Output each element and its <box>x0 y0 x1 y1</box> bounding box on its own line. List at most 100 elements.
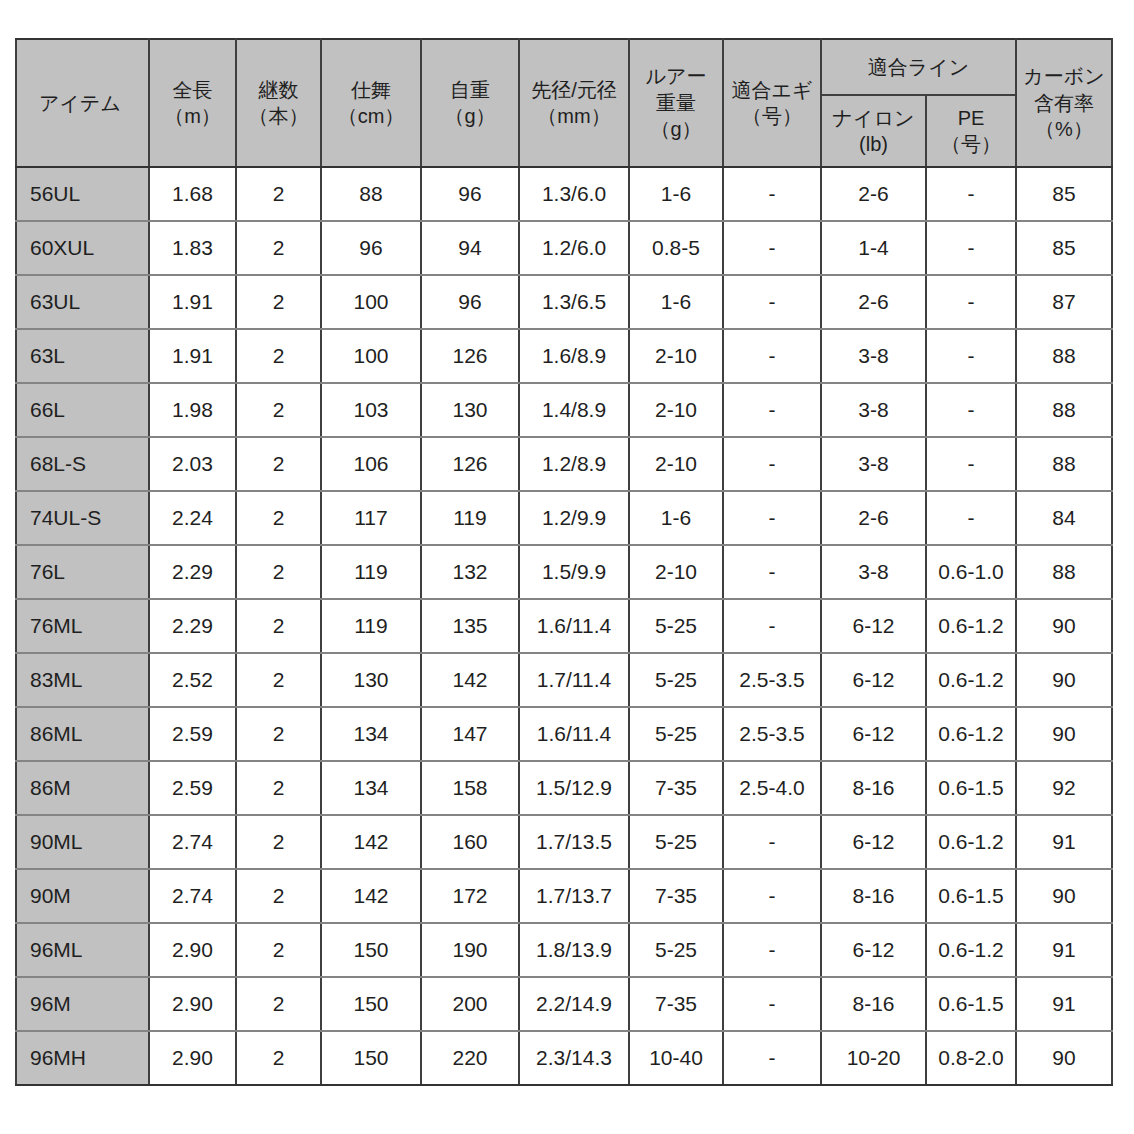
cell-item: 66L <box>16 383 149 437</box>
cell-closed-length: 142 <box>321 869 421 923</box>
cell-nylon-line: 8-16 <box>821 977 926 1031</box>
cell-carbon-content: 87 <box>1016 275 1112 329</box>
page: アイテム 全長 （m） 継数 （本） 仕舞 （cm） 自重 （g） 先径/元径 … <box>0 0 1134 1086</box>
cell-total-length: 1.98 <box>149 383 236 437</box>
cell-sections: 2 <box>236 545 321 599</box>
cell-total-length: 2.59 <box>149 761 236 815</box>
header-lure-weight: ルアー 重量 （g） <box>629 39 723 167</box>
cell-nylon-line: 3-8 <box>821 329 926 383</box>
cell-sections: 2 <box>236 707 321 761</box>
cell-pe-line: - <box>926 491 1016 545</box>
header-tip-butt-diameter: 先径/元径 （mm） <box>519 39 629 167</box>
cell-carbon-content: 88 <box>1016 545 1112 599</box>
header-pe-line: PE （号） <box>926 95 1016 167</box>
cell-nylon-line: 3-8 <box>821 383 926 437</box>
spec-table-body: 56UL 1.68 2 88 96 1.3/6.0 1-6 - 2-6 - 85… <box>16 167 1112 1085</box>
cell-pe-line: - <box>926 275 1016 329</box>
cell-nylon-line: 8-16 <box>821 869 926 923</box>
cell-closed-length: 100 <box>321 329 421 383</box>
cell-total-length: 2.74 <box>149 815 236 869</box>
cell-pe-line: 0.6-1.2 <box>926 653 1016 707</box>
cell-pe-line: 0.6-1.0 <box>926 545 1016 599</box>
cell-closed-length: 142 <box>321 815 421 869</box>
cell-tip-butt-diameter: 1.7/11.4 <box>519 653 629 707</box>
cell-total-length: 2.74 <box>149 869 236 923</box>
cell-weight: 190 <box>421 923 519 977</box>
cell-egi-size: - <box>723 491 821 545</box>
cell-pe-line: 0.6-1.2 <box>926 599 1016 653</box>
cell-carbon-content: 91 <box>1016 815 1112 869</box>
cell-nylon-line: 3-8 <box>821 545 926 599</box>
cell-carbon-content: 90 <box>1016 869 1112 923</box>
cell-item: 63UL <box>16 275 149 329</box>
cell-lure-weight: 5-25 <box>629 815 723 869</box>
cell-total-length: 2.03 <box>149 437 236 491</box>
cell-weight: 132 <box>421 545 519 599</box>
spec-table-header: アイテム 全長 （m） 継数 （本） 仕舞 （cm） 自重 （g） 先径/元径 … <box>16 39 1112 167</box>
cell-closed-length: 150 <box>321 923 421 977</box>
cell-total-length: 2.90 <box>149 923 236 977</box>
cell-pe-line: 0.8-2.0 <box>926 1031 1016 1085</box>
cell-nylon-line: 2-6 <box>821 167 926 221</box>
header-sections: 継数 （本） <box>236 39 321 167</box>
cell-closed-length: 117 <box>321 491 421 545</box>
cell-lure-weight: 7-35 <box>629 977 723 1031</box>
header-carbon-content: カーボン 含有率 （%） <box>1016 39 1112 167</box>
cell-carbon-content: 88 <box>1016 383 1112 437</box>
spec-row: 63L 1.91 2 100 126 1.6/8.9 2-10 - 3-8 - … <box>16 329 1112 383</box>
spec-row: 96M 2.90 2 150 200 2.2/14.9 7-35 - 8-16 … <box>16 977 1112 1031</box>
cell-egi-size: - <box>723 383 821 437</box>
cell-total-length: 1.68 <box>149 167 236 221</box>
cell-sections: 2 <box>236 815 321 869</box>
cell-item: 63L <box>16 329 149 383</box>
cell-egi-size: - <box>723 599 821 653</box>
cell-closed-length: 88 <box>321 167 421 221</box>
cell-weight: 130 <box>421 383 519 437</box>
cell-lure-weight: 1-6 <box>629 491 723 545</box>
cell-item: 90M <box>16 869 149 923</box>
cell-egi-size: - <box>723 275 821 329</box>
cell-tip-butt-diameter: 2.2/14.9 <box>519 977 629 1031</box>
cell-item: 96ML <box>16 923 149 977</box>
header-egi-size: 適合エギ （号） <box>723 39 821 167</box>
cell-nylon-line: 3-8 <box>821 437 926 491</box>
cell-pe-line: 0.6-1.5 <box>926 977 1016 1031</box>
cell-carbon-content: 90 <box>1016 599 1112 653</box>
cell-carbon-content: 90 <box>1016 1031 1112 1085</box>
spec-row: 86ML 2.59 2 134 147 1.6/11.4 5-25 2.5-3.… <box>16 707 1112 761</box>
cell-tip-butt-diameter: 1.3/6.5 <box>519 275 629 329</box>
cell-egi-size: - <box>723 167 821 221</box>
cell-pe-line: 0.6-1.5 <box>926 869 1016 923</box>
spec-row: 56UL 1.68 2 88 96 1.3/6.0 1-6 - 2-6 - 85 <box>16 167 1112 221</box>
cell-tip-butt-diameter: 1.6/8.9 <box>519 329 629 383</box>
cell-pe-line: - <box>926 221 1016 275</box>
cell-sections: 2 <box>236 599 321 653</box>
cell-item: 86M <box>16 761 149 815</box>
cell-sections: 2 <box>236 437 321 491</box>
cell-nylon-line: 6-12 <box>821 599 926 653</box>
cell-carbon-content: 84 <box>1016 491 1112 545</box>
cell-tip-butt-diameter: 1.3/6.0 <box>519 167 629 221</box>
cell-tip-butt-diameter: 1.2/8.9 <box>519 437 629 491</box>
cell-tip-butt-diameter: 1.8/13.9 <box>519 923 629 977</box>
cell-closed-length: 134 <box>321 761 421 815</box>
cell-total-length: 1.83 <box>149 221 236 275</box>
cell-pe-line: - <box>926 383 1016 437</box>
cell-closed-length: 150 <box>321 1031 421 1085</box>
cell-sections: 2 <box>236 653 321 707</box>
cell-carbon-content: 85 <box>1016 167 1112 221</box>
cell-egi-size: 2.5-3.5 <box>723 707 821 761</box>
cell-nylon-line: 6-12 <box>821 815 926 869</box>
cell-item: 76ML <box>16 599 149 653</box>
cell-lure-weight: 2-10 <box>629 437 723 491</box>
cell-item: 60XUL <box>16 221 149 275</box>
cell-tip-butt-diameter: 1.7/13.5 <box>519 815 629 869</box>
cell-closed-length: 134 <box>321 707 421 761</box>
cell-sections: 2 <box>236 923 321 977</box>
cell-egi-size: - <box>723 437 821 491</box>
cell-weight: 119 <box>421 491 519 545</box>
header-line-group: 適合ライン <box>821 39 1016 95</box>
rod-spec-table: アイテム 全長 （m） 継数 （本） 仕舞 （cm） 自重 （g） 先径/元径 … <box>15 38 1113 1086</box>
cell-weight: 126 <box>421 437 519 491</box>
spec-row: 90ML 2.74 2 142 160 1.7/13.5 5-25 - 6-12… <box>16 815 1112 869</box>
